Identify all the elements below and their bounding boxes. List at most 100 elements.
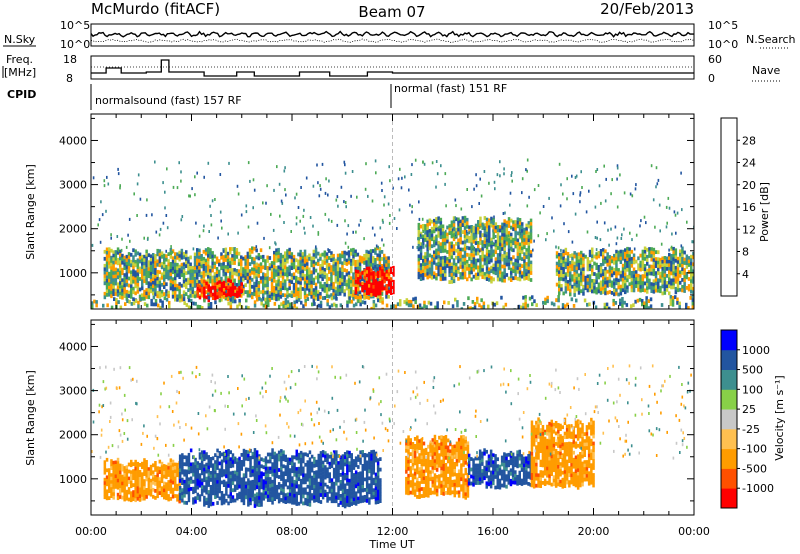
heatmap-cell xyxy=(621,304,624,308)
heatmap-cell xyxy=(290,273,294,277)
heatmap-cell xyxy=(679,287,682,292)
heatmap-cell xyxy=(668,280,671,285)
heatmap-cell xyxy=(132,483,135,487)
heatmap-cell xyxy=(621,249,625,254)
heatmap-cell xyxy=(692,262,694,267)
heatmap-cell xyxy=(595,290,598,295)
heatmap-cell xyxy=(165,292,168,297)
heatmap-cell xyxy=(121,474,124,479)
heatmap-cell xyxy=(501,243,504,248)
heatmap-cell xyxy=(317,290,320,294)
heatmap-cell xyxy=(372,306,376,309)
heatmap-cell xyxy=(308,464,312,469)
heatmap-cell xyxy=(370,272,373,276)
heatmap-cell xyxy=(562,277,565,282)
heatmap-cell xyxy=(185,285,188,289)
heatmap-cell xyxy=(167,276,170,281)
heatmap-cell xyxy=(671,302,675,307)
heatmap-cell xyxy=(167,269,170,274)
heatmap-cell xyxy=(463,254,467,259)
velocity-heatmap xyxy=(91,320,694,515)
heatmap-cell xyxy=(249,462,252,467)
heatmap-cell xyxy=(332,481,336,486)
heatmap-cell xyxy=(182,272,186,277)
heatmap-cell xyxy=(207,500,210,505)
heatmap-cell xyxy=(302,501,305,506)
heatmap-cell xyxy=(457,231,460,236)
heatmap-cell xyxy=(214,453,217,457)
heatmap-cell xyxy=(317,471,320,476)
heatmap-cell xyxy=(270,282,274,286)
heatmap-cell xyxy=(474,234,478,238)
heatmap-cell xyxy=(354,284,357,289)
heatmap-cell xyxy=(315,480,318,485)
heatmap-cell xyxy=(492,253,495,257)
heatmap-cell xyxy=(171,280,175,285)
heatmap-cell xyxy=(161,300,164,305)
heatmap-cell xyxy=(248,286,252,291)
heatmap-cell xyxy=(492,225,495,229)
heatmap-cell xyxy=(584,286,587,291)
heatmap-cell xyxy=(205,501,208,505)
heatmap-cell xyxy=(249,459,252,464)
heatmap-cell xyxy=(328,266,331,271)
heatmap-speckle xyxy=(340,185,343,189)
heatmap-cell xyxy=(182,255,186,260)
heatmap-cell xyxy=(558,252,561,257)
heatmap-cell xyxy=(314,282,318,287)
heatmap-cell xyxy=(291,469,294,474)
heatmap-cell xyxy=(165,485,168,490)
heatmap-cell xyxy=(474,262,478,266)
heatmap-cell xyxy=(149,478,153,483)
heatmap-cell xyxy=(650,282,653,286)
heatmap-cell xyxy=(412,297,415,302)
heatmap-cell xyxy=(136,482,140,487)
heatmap-cell xyxy=(152,253,155,257)
heatmap-cell xyxy=(424,238,427,242)
heatmap-cell xyxy=(282,485,285,490)
heatmap-cell xyxy=(130,280,133,285)
heatmap-cell xyxy=(466,224,469,229)
heatmap-speckle xyxy=(219,173,222,176)
heatmap-cell xyxy=(222,472,226,477)
colorbar-tick-label: 28 xyxy=(742,134,756,147)
heatmap-speckle xyxy=(119,186,121,190)
heatmap-cell xyxy=(602,283,605,287)
heatmap-cell xyxy=(343,292,346,297)
heatmap-cell xyxy=(154,482,157,486)
heatmap-cell xyxy=(240,289,243,294)
heatmap-cell xyxy=(661,260,664,264)
heatmap-speckle xyxy=(616,177,618,181)
heatmap-cell xyxy=(595,287,598,291)
heatmap-cell xyxy=(238,302,241,307)
heatmap-cell xyxy=(214,484,217,489)
heatmap-speckle xyxy=(485,234,488,238)
heatmap-cell xyxy=(374,251,377,255)
heatmap-cell xyxy=(564,251,568,256)
heatmap-cell xyxy=(273,296,276,301)
heatmap-cell xyxy=(251,277,254,282)
heatmap-cell xyxy=(143,465,146,469)
heatmap-cell xyxy=(557,305,560,309)
heatmap-cell xyxy=(130,259,133,264)
heatmap-cell xyxy=(302,452,305,457)
heatmap-cell xyxy=(303,277,307,282)
heatmap-cell xyxy=(224,265,228,269)
heatmap-cell xyxy=(499,270,502,275)
heatmap-speckle xyxy=(255,245,258,249)
heatmap-cell xyxy=(591,254,594,259)
heatmap-cell xyxy=(678,301,681,306)
heatmap-cell xyxy=(178,461,182,466)
heatmap-cell xyxy=(284,282,287,287)
heatmap-cell xyxy=(256,297,259,302)
heatmap-cell xyxy=(112,481,115,486)
heatmap-cell xyxy=(214,488,217,492)
heatmap-speckle xyxy=(290,230,292,233)
heatmap-speckle xyxy=(580,170,582,174)
heatmap-cell xyxy=(529,250,533,254)
heatmap-cell xyxy=(455,273,458,278)
heatmap-cell xyxy=(428,260,432,265)
heatmap-cell xyxy=(205,480,208,484)
heatmap-cell xyxy=(103,467,107,472)
heatmap-cell xyxy=(472,250,476,255)
